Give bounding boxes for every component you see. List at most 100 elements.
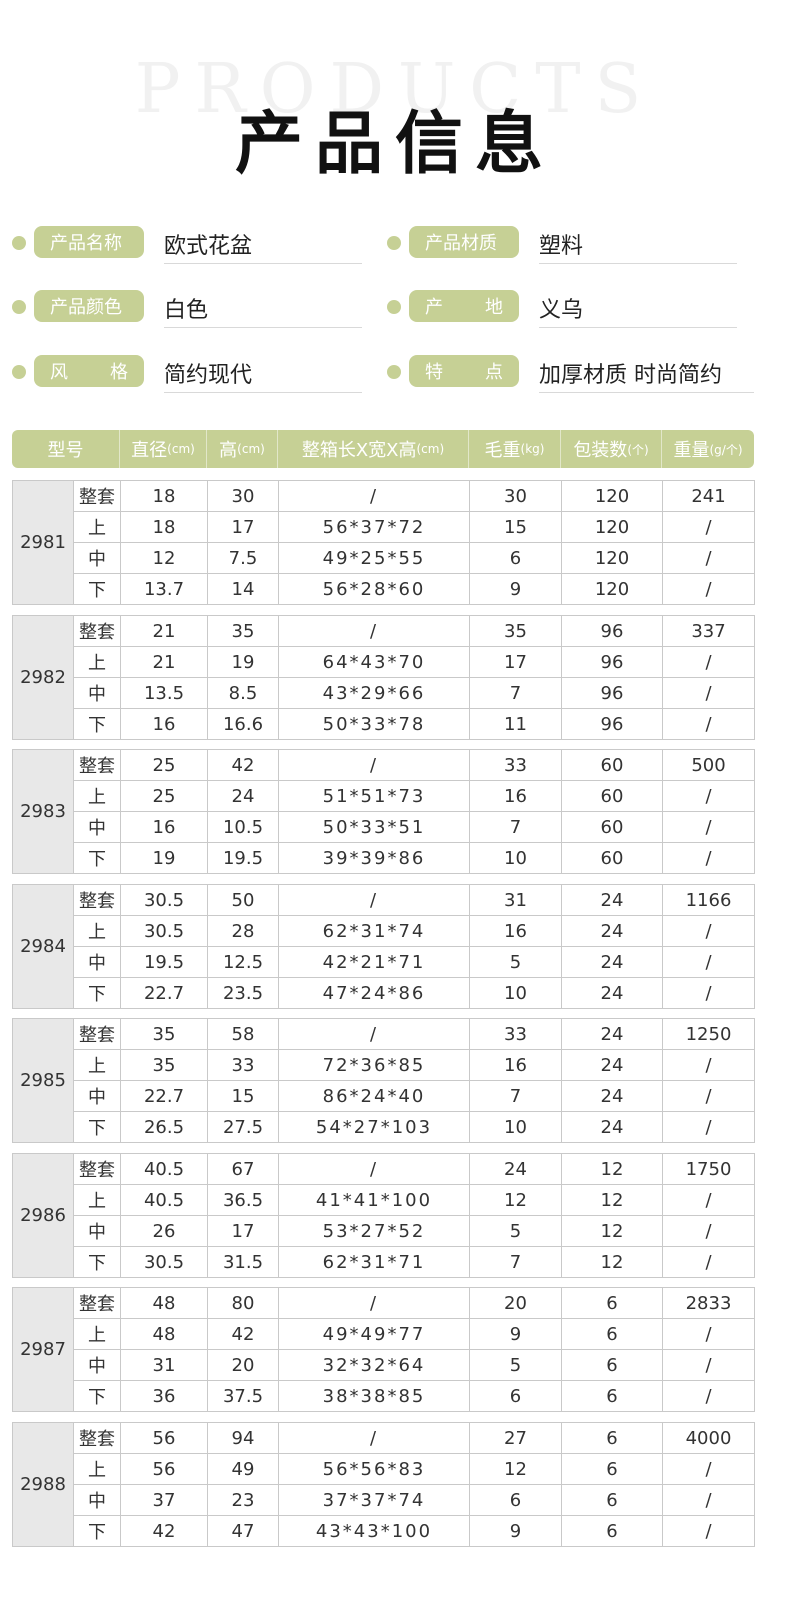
box-size-cell: 41*41*100	[278, 1184, 470, 1216]
diameter-cell: 22.7	[120, 977, 208, 1009]
part-cell: 中	[73, 1349, 121, 1381]
info-value: 义乌	[539, 288, 737, 328]
th-text: 毛重	[484, 440, 521, 461]
diameter-cell: 12	[120, 542, 208, 574]
part-cell: 整套	[73, 749, 121, 781]
background-word: PRODUCTS	[134, 50, 656, 129]
gross-weight-cell: 27	[469, 1422, 562, 1454]
bullet-dot-icon	[387, 365, 401, 379]
model-cell: 2987	[12, 1287, 74, 1412]
table-row: 中 37 23 37*37*74 6 6/	[13, 1484, 755, 1516]
gross-weight-cell: 9	[469, 1318, 562, 1350]
diameter-cell: 13.5	[120, 677, 208, 709]
pack-count-cell: 120	[561, 573, 663, 605]
height-cell: 17	[207, 1215, 279, 1247]
table-row: 2986 整套 40.5 67/24 12 1750	[12, 1153, 755, 1278]
gross-weight-cell: 7	[469, 1246, 562, 1278]
product-group-2987: 2987 整套 48 80/20 6 2833 上 48 42 49*49*77 9 6/中 31 20 3…	[12, 1287, 755, 1412]
info-label-char: 产	[425, 297, 443, 318]
info-material: 产品材质 塑料	[387, 224, 747, 264]
pack-count-cell: 6	[561, 1422, 663, 1454]
part-cell: 中	[73, 946, 121, 978]
pack-count-cell: 24	[561, 884, 663, 916]
info-value: 欧式花盆	[164, 224, 362, 264]
table-row: 下 26.5 27.5 54*27*103 10 24/	[13, 1111, 755, 1143]
th-unit: (cm)	[167, 442, 195, 456]
model-cell: 2981	[12, 480, 74, 605]
part-cell: 整套	[73, 615, 121, 647]
info-label: 产品材质	[409, 226, 519, 258]
box-size-cell: 72*36*85	[278, 1049, 470, 1081]
group-table: 2983 整套 25 42/33 60 500 上 25 24 51*51*73 16 60/中 16 1…	[12, 749, 755, 874]
model-cell: 2986	[12, 1153, 74, 1278]
unit-weight-cell: 1166	[662, 884, 755, 916]
box-size-cell: 53*27*52	[278, 1215, 470, 1247]
box-size-cell: /	[278, 1153, 470, 1185]
unit-weight-cell: 1250	[662, 1018, 755, 1050]
part-cell: 整套	[73, 1422, 121, 1454]
height-cell: 80	[207, 1287, 279, 1319]
table-row: 2988 整套 56 94/27 6 4000	[12, 1422, 755, 1547]
gross-weight-cell: 7	[469, 1080, 562, 1112]
table-row: 中 19.5 12.5 42*21*71 5 24/	[13, 946, 755, 978]
table-row: 上 18 17 56*37*72 15 120/	[13, 511, 755, 543]
diameter-cell: 30.5	[120, 884, 208, 916]
gross-weight-cell: 20	[469, 1287, 562, 1319]
gross-weight-cell: 6	[469, 1380, 562, 1412]
height-cell: 17	[207, 511, 279, 543]
box-size-cell: 50*33*51	[278, 811, 470, 843]
unit-weight-cell: /	[662, 1111, 755, 1143]
box-size-cell: 62*31*71	[278, 1246, 470, 1278]
part-cell: 上	[73, 780, 121, 812]
diameter-cell: 18	[120, 511, 208, 543]
th-gross-weight: 毛重 (kg)	[469, 430, 561, 468]
info-feature: 特 点 加厚材质 时尚简约	[387, 353, 754, 393]
unit-weight-cell: /	[662, 1453, 755, 1485]
info-color: 产品颜色 白色	[12, 288, 372, 328]
box-size-cell: 39*39*86	[278, 842, 470, 874]
diameter-cell: 21	[120, 646, 208, 678]
unit-weight-cell: 2833	[662, 1287, 755, 1319]
unit-weight-cell: /	[662, 573, 755, 605]
gross-weight-cell: 6	[469, 1484, 562, 1516]
pack-count-cell: 24	[561, 946, 663, 978]
unit-weight-cell: 337	[662, 615, 755, 647]
product-group-2984: 2984 整套 30.5 50/31 24 1166 上 30.5 28 62*31*74 16 24…	[12, 884, 755, 1009]
pack-count-cell: 6	[561, 1318, 663, 1350]
box-size-cell: /	[278, 1287, 470, 1319]
box-size-cell: /	[278, 615, 470, 647]
height-cell: 23	[207, 1484, 279, 1516]
product-group-2982: 2982 整套 21 35/35 96 337 上 21 19 64*43*70 17 96/中 13.…	[12, 615, 755, 740]
unit-weight-cell: /	[662, 1049, 755, 1081]
part-cell: 下	[73, 708, 121, 740]
unit-weight-cell: /	[662, 708, 755, 740]
table-header: 型号 直径 (cm) 高 (cm) 整箱长X宽X高 (cm) 毛重 (kg) 包装数 (个…	[12, 430, 754, 468]
pack-count-cell: 96	[561, 677, 663, 709]
box-size-cell: /	[278, 884, 470, 916]
info-label: 产 地	[409, 290, 519, 322]
unit-weight-cell: /	[662, 811, 755, 843]
part-cell: 中	[73, 677, 121, 709]
pack-count-cell: 12	[561, 1153, 663, 1185]
group-table: 2987 整套 48 80/20 6 2833 上 48 42 49*49*77 9 6/中 31 20 3…	[12, 1287, 755, 1412]
table-row: 2985 整套 35 58/33 24 1250	[12, 1018, 755, 1143]
product-group-2986: 2986 整套 40.5 67/24 12 1750 上 40.5 36.5 41*41*100 1…	[12, 1153, 755, 1278]
pack-count-cell: 24	[561, 1018, 663, 1050]
height-cell: 47	[207, 1515, 279, 1547]
part-cell: 下	[73, 1111, 121, 1143]
pack-count-cell: 24	[561, 1111, 663, 1143]
pack-count-cell: 6	[561, 1287, 663, 1319]
part-cell: 中	[73, 811, 121, 843]
diameter-cell: 18	[120, 480, 208, 512]
pack-count-cell: 96	[561, 646, 663, 678]
unit-weight-cell: /	[662, 1484, 755, 1516]
part-cell: 下	[73, 1246, 121, 1278]
pack-count-cell: 96	[561, 615, 663, 647]
bullet-dot-icon	[387, 300, 401, 314]
unit-weight-cell: /	[662, 780, 755, 812]
box-size-cell: 32*32*64	[278, 1349, 470, 1381]
height-cell: 30	[207, 480, 279, 512]
table-row: 2984 整套 30.5 50/31 24 1166	[12, 884, 755, 1009]
part-cell: 中	[73, 1484, 121, 1516]
unit-weight-cell: /	[662, 646, 755, 678]
